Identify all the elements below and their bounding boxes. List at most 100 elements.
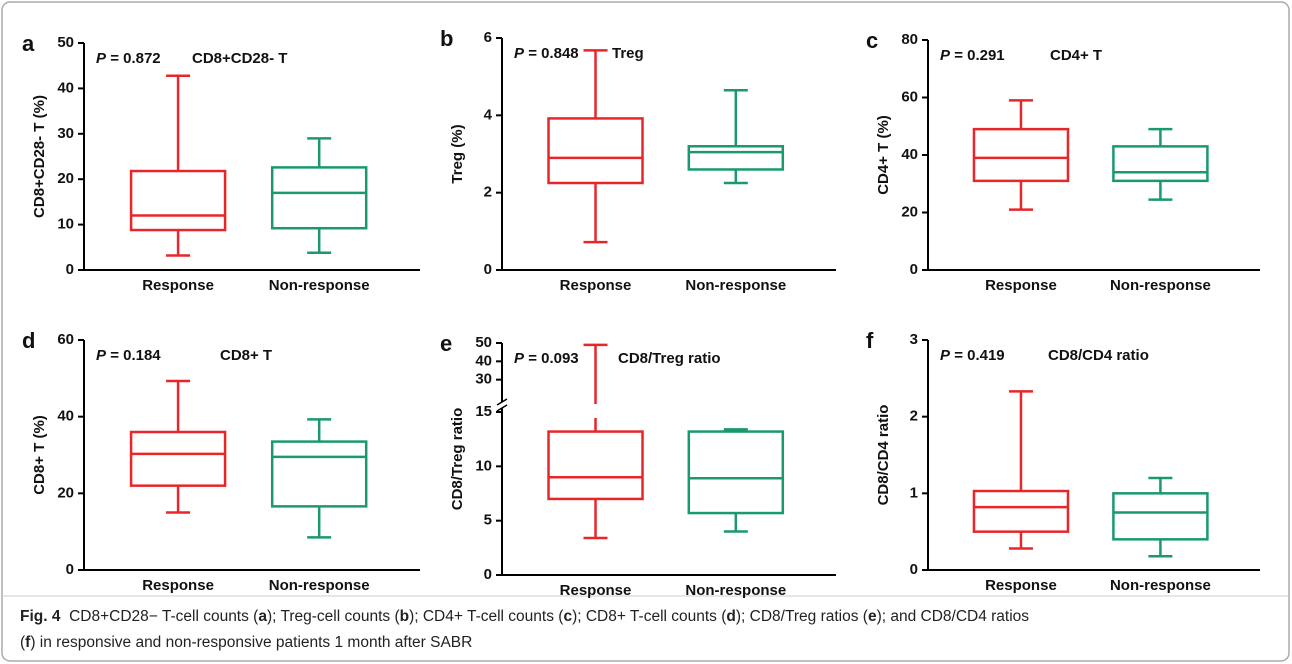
x-tick-label: Non-response: [269, 577, 370, 594]
y-axis-label: CD4+ T (%): [875, 115, 892, 195]
box: [1112, 492, 1209, 541]
stat-symbol: P: [940, 347, 951, 364]
y-tick-label: 60: [901, 88, 918, 105]
caption-segment: ); CD8/Treg ratios (: [736, 608, 869, 625]
caption-segment: f: [25, 634, 31, 651]
panel-annotation: CD8/Treg ratio: [618, 350, 721, 367]
caption-segment: (: [20, 634, 26, 651]
box: [547, 117, 644, 185]
caption-segment: e: [868, 608, 877, 625]
x-tick-label: Response: [142, 277, 214, 294]
panel-annotation: CD8+ T: [220, 347, 272, 364]
x-tick-label: Non-response: [1110, 277, 1211, 294]
panel-annotation: CD8/CD4 ratio: [1048, 347, 1149, 364]
y-tick-label: 40: [901, 146, 918, 163]
y-tick-label: 5: [484, 512, 492, 529]
box: [129, 430, 227, 487]
y-tick-label: 0: [910, 561, 918, 578]
panel-annotation: CD8+CD28- T: [192, 50, 287, 67]
stat-annotation: P = 0.872: [96, 50, 161, 67]
box: [270, 166, 368, 230]
y-tick-label: 40: [475, 352, 492, 369]
y-axis-label: CD8/Treg ratio: [449, 408, 466, 511]
y-tick-label: 60: [57, 331, 74, 348]
y-tick-label: 0: [910, 261, 918, 278]
x-tick-label: Response: [560, 277, 632, 294]
box: [972, 127, 1070, 183]
y-tick-label: 20: [57, 484, 74, 501]
y-tick-label: 0: [66, 561, 74, 578]
x-tick-label: Response: [142, 577, 214, 594]
y-tick-label: 30: [475, 371, 492, 388]
y-tick-label: 2: [484, 184, 492, 201]
x-tick-label: Response: [985, 277, 1057, 294]
y-tick-label: 40: [57, 79, 74, 96]
axis-break: [496, 404, 508, 412]
y-tick-label: 50: [57, 34, 74, 51]
stat-annotation: P = 0.291: [940, 47, 1005, 64]
y-tick-label: 2: [910, 408, 918, 425]
caption-segment: b: [400, 608, 409, 625]
panel-letter: c: [866, 28, 878, 53]
stat-annotation: P = 0.093: [514, 350, 579, 367]
x-tick-label: Non-response: [269, 277, 370, 294]
box: [270, 440, 368, 508]
x-tick-label: Response: [560, 582, 632, 599]
stat-value: = 0.848: [528, 45, 578, 62]
stat-symbol: P: [96, 50, 107, 67]
y-tick-label: 0: [66, 261, 74, 278]
y-tick-label: 0: [484, 566, 492, 583]
panel-letter: d: [22, 328, 35, 353]
y-axis-label: CD8/CD4 ratio: [875, 405, 892, 506]
stat-value: = 0.093: [528, 350, 578, 367]
stat-value: = 0.184: [110, 347, 161, 364]
stat-value: = 0.419: [954, 347, 1004, 364]
panel-annotation: Treg: [612, 45, 644, 62]
caption-segment: ); CD8+ T-cell counts (: [572, 608, 727, 625]
stat-symbol: P: [514, 45, 525, 62]
box: [972, 489, 1070, 533]
break-gap: [591, 404, 600, 418]
x-tick-label: Response: [985, 577, 1057, 594]
caption-segment: c: [563, 608, 572, 625]
y-tick-label: 3: [910, 331, 918, 348]
caption-line: Fig. 4 CD8+CD28− T-cell counts (a); Treg…: [20, 608, 1029, 625]
y-axis-label: CD8+ T (%): [31, 415, 48, 495]
stat-annotation: P = 0.848: [514, 45, 579, 62]
y-axis-label: CD8+CD28- T (%): [31, 95, 48, 218]
caption-segment: ) in responsive and non-responsive patie…: [30, 634, 472, 651]
y-tick-label: 50: [475, 334, 492, 351]
y-tick-label: 30: [57, 125, 74, 142]
caption-segment: CD8+CD28− T-cell counts (: [60, 608, 259, 625]
box: [129, 169, 227, 232]
stat-value: = 0.291: [954, 47, 1004, 64]
stat-annotation: P = 0.184: [96, 347, 161, 364]
caption-segment: ); Treg-cell counts (: [267, 608, 400, 625]
box: [687, 430, 785, 515]
panel-annotation: CD4+ T: [1050, 47, 1102, 64]
stat-symbol: P: [96, 347, 107, 364]
y-tick-label: 20: [57, 170, 74, 187]
panel-letter: b: [440, 26, 453, 51]
panel-letter: f: [866, 328, 874, 353]
panel-letter: e: [440, 331, 452, 356]
y-tick-label: 4: [484, 106, 493, 123]
stat-value: = 0.872: [110, 50, 160, 67]
y-tick-label: 80: [901, 31, 918, 48]
caption-segment: d: [726, 608, 735, 625]
stat-annotation: P = 0.419: [940, 347, 1005, 364]
y-tick-label: 1: [910, 484, 918, 501]
box: [1112, 145, 1209, 183]
y-tick-label: 10: [475, 457, 492, 474]
box: [687, 145, 785, 171]
caption-segment: Fig. 4: [20, 608, 61, 625]
panel-letter: a: [22, 31, 35, 56]
y-tick-label: 20: [901, 203, 918, 220]
axis-break: [496, 398, 508, 406]
caption-segment: a: [258, 608, 267, 625]
caption-segment: ); and CD8/CD4 ratios: [877, 608, 1030, 625]
y-tick-label: 6: [484, 29, 492, 46]
y-tick-label: 15: [475, 403, 492, 420]
